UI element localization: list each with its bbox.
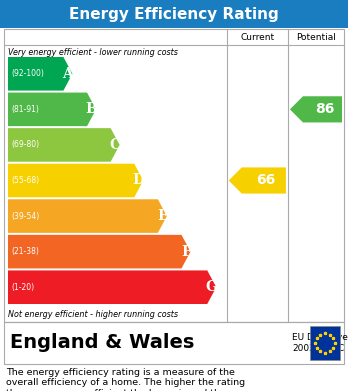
Text: Potential: Potential: [296, 32, 336, 41]
Polygon shape: [8, 164, 143, 197]
Text: (21-38): (21-38): [11, 247, 39, 256]
Polygon shape: [290, 96, 342, 122]
Text: A: A: [63, 67, 73, 81]
Text: Very energy efficient - lower running costs: Very energy efficient - lower running co…: [8, 48, 178, 57]
Polygon shape: [8, 235, 190, 269]
Text: England & Wales: England & Wales: [10, 334, 195, 353]
Text: (92-100): (92-100): [11, 69, 44, 78]
Text: C: C: [110, 138, 121, 152]
Text: 86: 86: [315, 102, 334, 117]
Text: Energy Efficiency Rating: Energy Efficiency Rating: [69, 7, 279, 22]
Text: 66: 66: [256, 174, 276, 188]
Text: (39-54): (39-54): [11, 212, 39, 221]
Polygon shape: [229, 167, 286, 194]
Polygon shape: [8, 271, 216, 304]
Text: B: B: [86, 102, 97, 117]
Text: E: E: [157, 209, 168, 223]
Bar: [310, 326, 340, 360]
Text: EU Directive
2002/91/EC: EU Directive 2002/91/EC: [292, 333, 348, 353]
Polygon shape: [8, 128, 120, 162]
Text: (69-80): (69-80): [11, 140, 39, 149]
Polygon shape: [8, 57, 72, 91]
Text: (55-68): (55-68): [11, 176, 39, 185]
Text: (1-20): (1-20): [11, 283, 34, 292]
Text: Current: Current: [240, 32, 274, 41]
Text: The energy efficiency rating is a measure of the
overall efficiency of a home. T: The energy efficiency rating is a measur…: [6, 368, 245, 391]
Polygon shape: [8, 93, 96, 126]
Text: D: D: [133, 174, 145, 188]
Bar: [0, 0, 348, 28]
Text: (81-91): (81-91): [11, 105, 39, 114]
Text: Not energy efficient - higher running costs: Not energy efficient - higher running co…: [8, 310, 178, 319]
Bar: [4, 322, 344, 364]
Bar: [4, 29, 344, 322]
Text: F: F: [181, 245, 191, 258]
Text: G: G: [206, 280, 218, 294]
Polygon shape: [8, 199, 167, 233]
